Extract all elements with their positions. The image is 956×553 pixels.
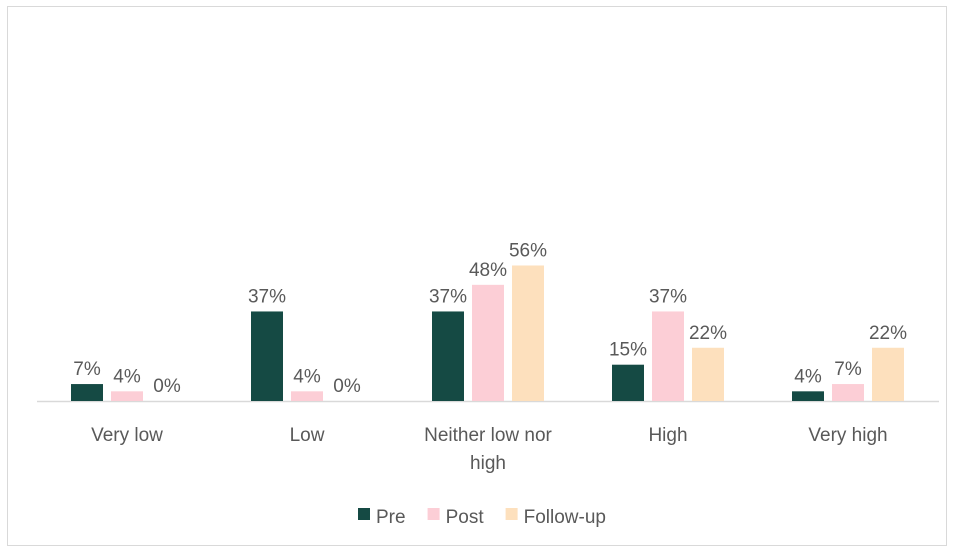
legend-swatch-pre bbox=[358, 508, 370, 520]
data-label: 0% bbox=[333, 376, 361, 397]
bar-follow-up-3 bbox=[692, 347, 724, 401]
bar-pre-4 bbox=[792, 391, 824, 401]
data-label: 7% bbox=[834, 359, 862, 380]
data-label: 7% bbox=[73, 359, 101, 380]
legend-swatch-follow-up bbox=[505, 508, 518, 520]
category-label: Very low bbox=[91, 425, 163, 446]
bar-follow-up-4 bbox=[872, 347, 904, 401]
category-label: high bbox=[470, 453, 506, 474]
bar-post-0 bbox=[111, 391, 143, 401]
data-label: 4% bbox=[794, 366, 822, 387]
legend-label: Pre bbox=[376, 507, 406, 528]
data-label: 0% bbox=[153, 376, 181, 397]
bar-pre-2 bbox=[432, 311, 464, 401]
bar-pre-3 bbox=[612, 364, 644, 401]
data-label: 37% bbox=[649, 286, 687, 307]
bar-post-4 bbox=[832, 384, 864, 401]
category-label: High bbox=[648, 425, 687, 446]
data-label: 48% bbox=[469, 260, 507, 281]
legend-label: Follow-up bbox=[524, 507, 606, 528]
data-label: 37% bbox=[429, 286, 467, 307]
bar-pre-1 bbox=[251, 311, 283, 401]
data-label: 4% bbox=[113, 366, 141, 387]
legend-swatch-post bbox=[427, 508, 440, 520]
legend-label: Post bbox=[446, 507, 485, 528]
data-label: 56% bbox=[509, 240, 547, 261]
data-label: 37% bbox=[248, 286, 286, 307]
chart-frame bbox=[7, 6, 947, 546]
data-label: 15% bbox=[609, 340, 647, 361]
bar-follow-up-2 bbox=[512, 265, 544, 401]
data-label: 4% bbox=[293, 366, 321, 387]
bar-post-1 bbox=[291, 391, 323, 401]
bar-post-2 bbox=[472, 284, 504, 401]
data-label: 22% bbox=[689, 323, 727, 344]
category-label: Very high bbox=[808, 425, 887, 446]
bar-post-3 bbox=[652, 311, 684, 401]
data-label: 22% bbox=[869, 323, 907, 344]
category-label: Neither low nor bbox=[424, 425, 552, 446]
bar-pre-0 bbox=[71, 384, 103, 401]
category-label: Low bbox=[290, 425, 325, 446]
